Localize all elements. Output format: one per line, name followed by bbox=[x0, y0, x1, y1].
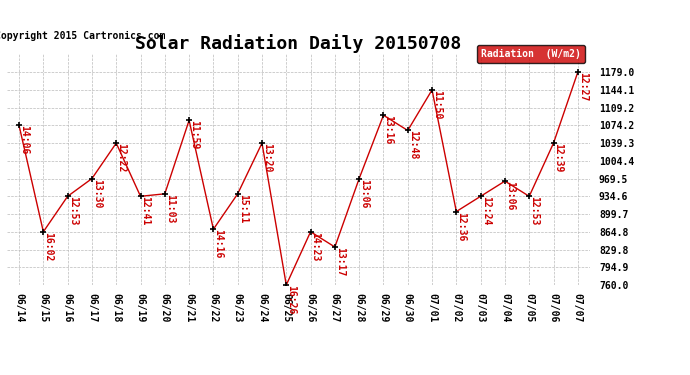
Text: 14:23: 14:23 bbox=[310, 232, 321, 261]
Text: 11:03: 11:03 bbox=[165, 194, 175, 223]
Text: 11:59: 11:59 bbox=[189, 120, 199, 150]
Text: 12:39: 12:39 bbox=[553, 143, 564, 172]
Text: 13:06: 13:06 bbox=[505, 181, 515, 210]
Text: 13:20: 13:20 bbox=[262, 143, 272, 172]
Text: 13:30: 13:30 bbox=[92, 178, 102, 208]
Text: 15:11: 15:11 bbox=[237, 194, 248, 223]
Text: 12:36: 12:36 bbox=[456, 211, 466, 241]
Text: 12:27: 12:27 bbox=[578, 72, 588, 102]
Text: 12:53: 12:53 bbox=[529, 196, 539, 226]
Text: 13:06: 13:06 bbox=[359, 178, 369, 208]
Text: 16:26: 16:26 bbox=[286, 285, 296, 314]
Text: 13:16: 13:16 bbox=[384, 115, 393, 145]
Text: Copyright 2015 Cartronics.com: Copyright 2015 Cartronics.com bbox=[0, 30, 166, 40]
Text: 12:41: 12:41 bbox=[141, 196, 150, 226]
Text: 12:53: 12:53 bbox=[68, 196, 78, 226]
Text: 13:17: 13:17 bbox=[335, 247, 345, 276]
Text: 12:22: 12:22 bbox=[116, 143, 126, 172]
Text: 11:50: 11:50 bbox=[432, 90, 442, 119]
Text: 16:02: 16:02 bbox=[43, 232, 53, 261]
Legend: Radiation  (W/m2): Radiation (W/m2) bbox=[477, 45, 585, 63]
Text: 14:06: 14:06 bbox=[19, 125, 29, 155]
Text: 12:48: 12:48 bbox=[408, 130, 417, 160]
Title: Solar Radiation Daily 20150708: Solar Radiation Daily 20150708 bbox=[135, 34, 462, 53]
Text: 12:24: 12:24 bbox=[481, 196, 491, 226]
Text: 14:16: 14:16 bbox=[213, 229, 224, 259]
